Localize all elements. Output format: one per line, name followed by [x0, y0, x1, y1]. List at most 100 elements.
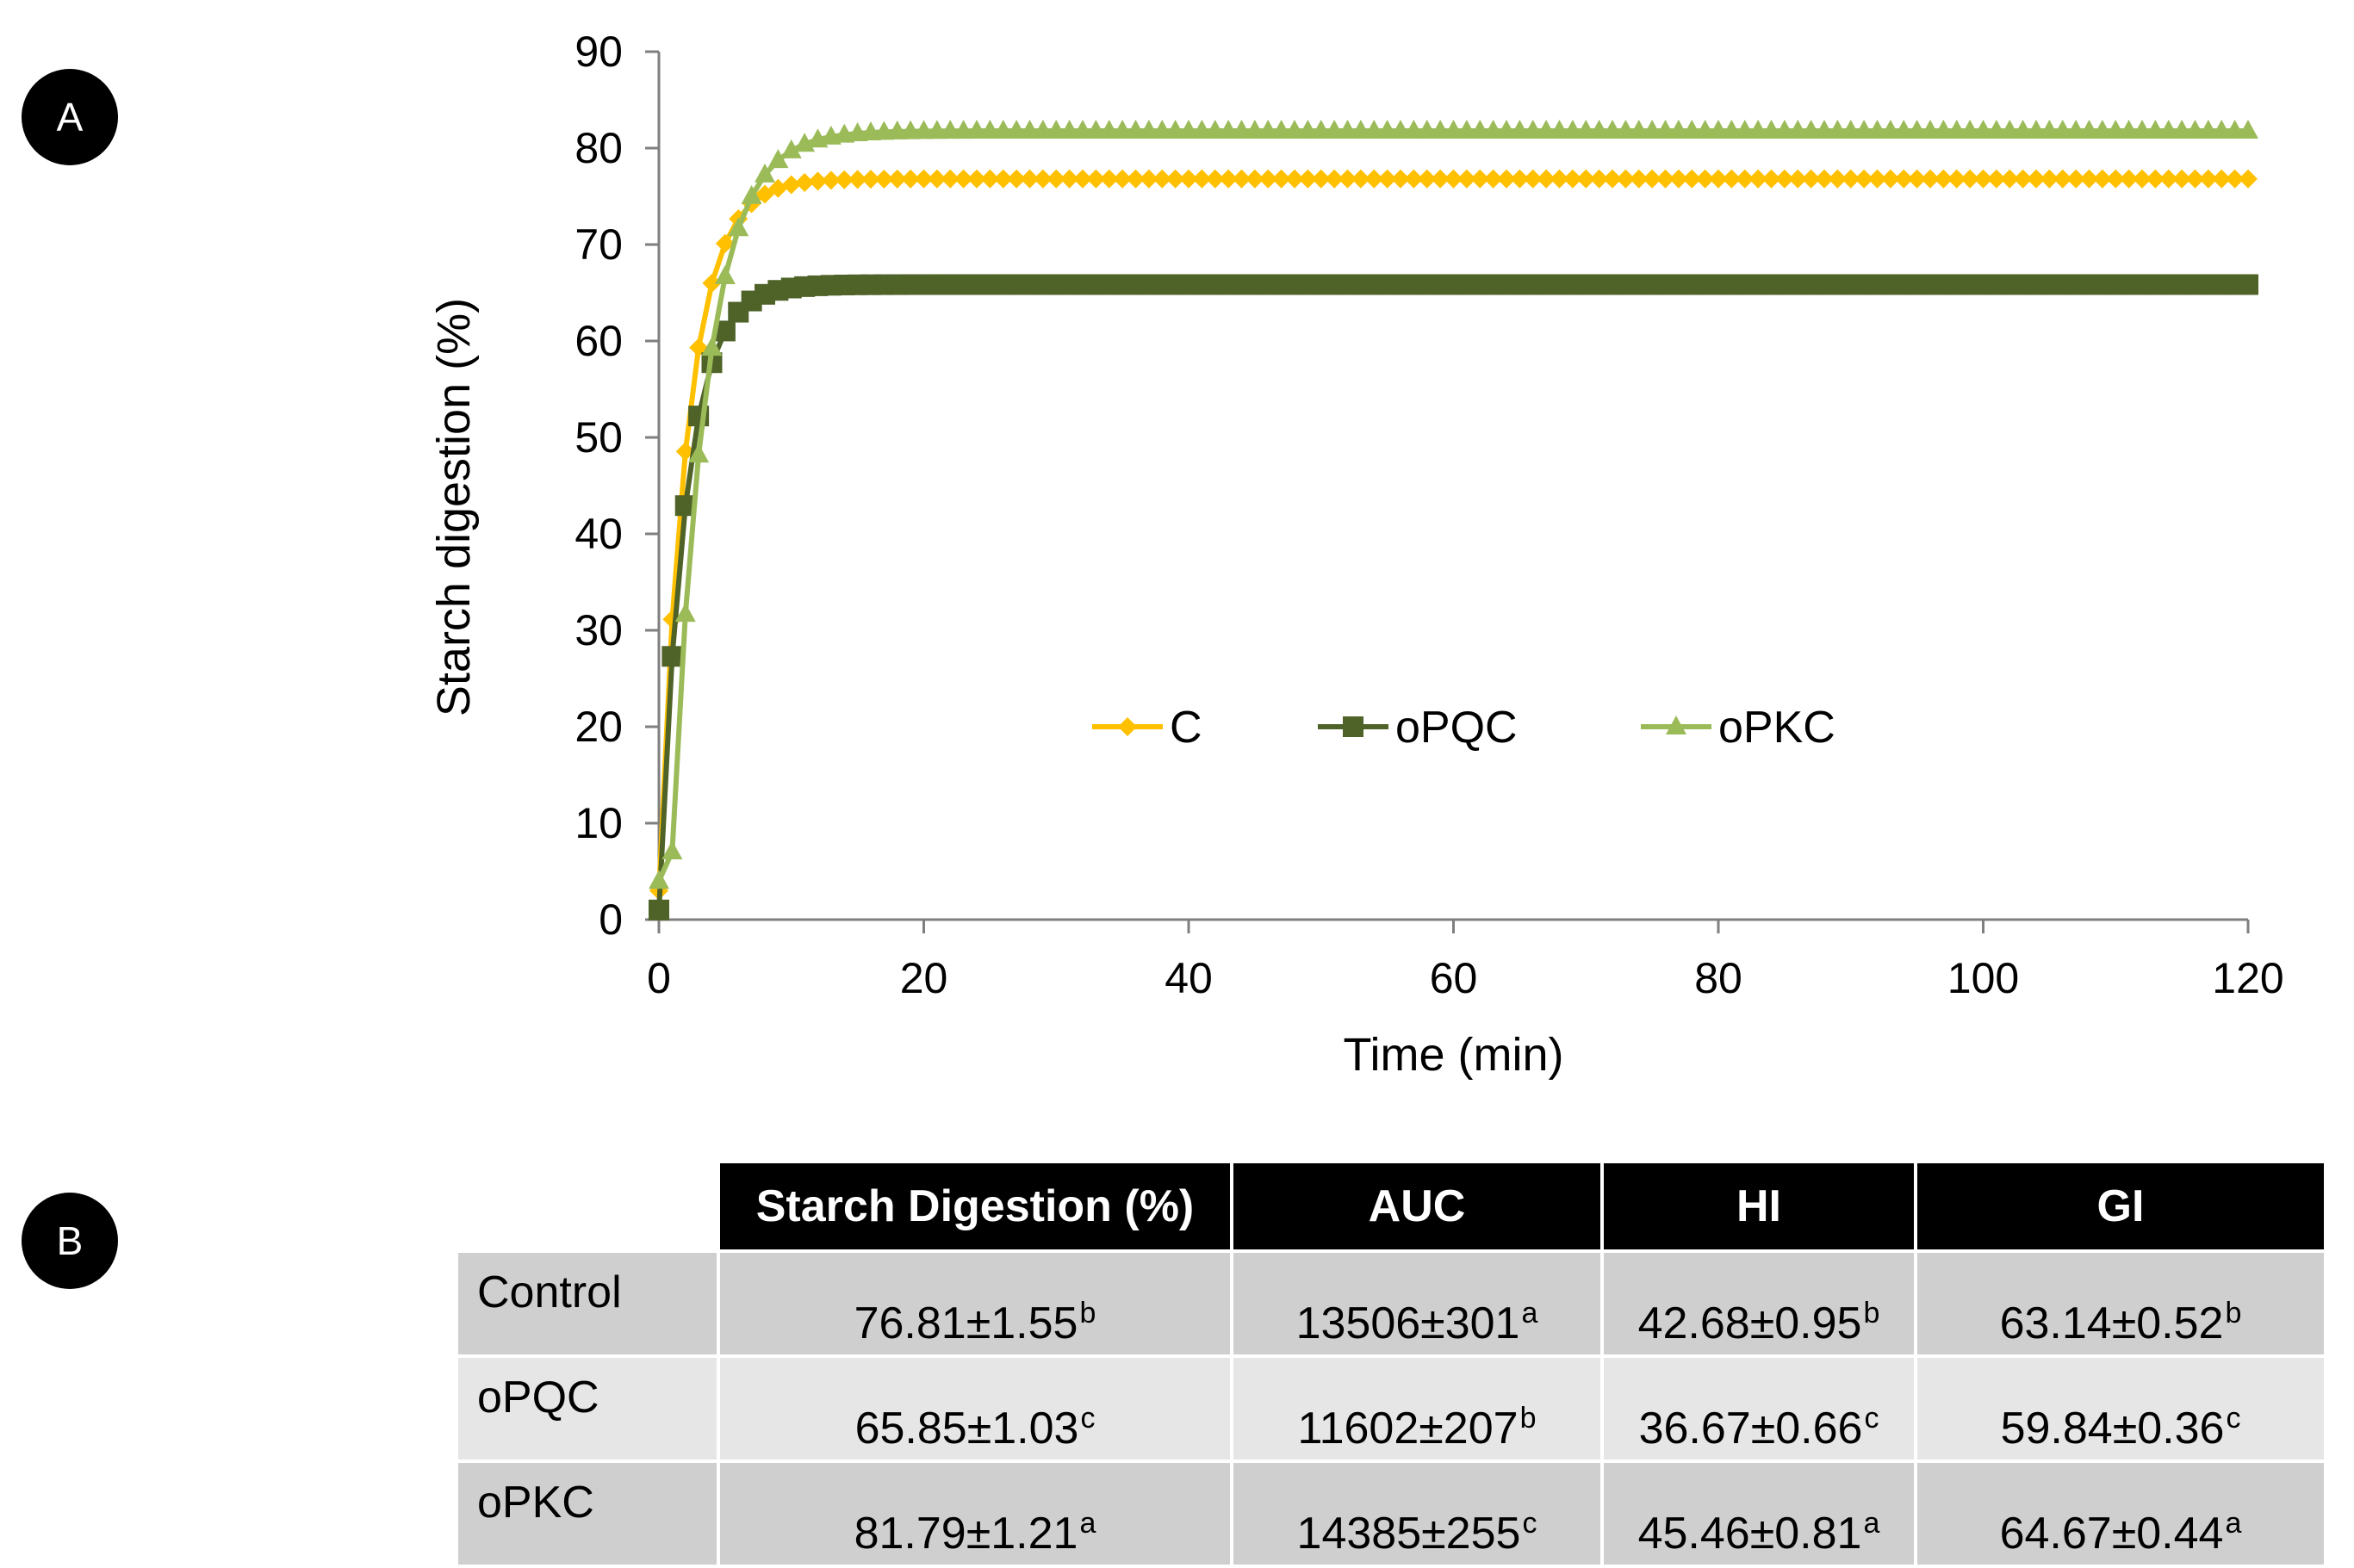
x-tick-label: 0 [647, 954, 671, 1002]
data-point [1284, 119, 1305, 139]
table-cell: 45.46±0.81a [1604, 1463, 1914, 1565]
data-point [914, 169, 934, 189]
y-tick-label: 70 [575, 220, 623, 269]
data-point [755, 163, 775, 183]
data-point [1722, 169, 1742, 189]
data-point [1748, 169, 1768, 189]
table-header-gi: GI [1917, 1163, 2324, 1249]
data-point [1456, 169, 1476, 189]
data-point [2133, 169, 2152, 189]
data-point [1867, 169, 1887, 189]
data-point [2145, 119, 2166, 139]
table-cell: 64.67±0.44a [1917, 1463, 2324, 1565]
data-point [1086, 169, 1106, 189]
data-point [913, 120, 935, 139]
data-point [953, 169, 973, 189]
table-header-starch-digestion: Starch Digestion (%) [720, 1163, 1230, 1249]
data-point [741, 184, 762, 204]
data-point [1748, 119, 1769, 139]
data-point [1681, 119, 1703, 139]
data-point [1098, 119, 1120, 139]
data-point [1920, 119, 1941, 139]
data-point [2118, 119, 2140, 139]
data-point [1960, 119, 1981, 139]
data-point [1642, 119, 1663, 139]
data-point [1721, 119, 1742, 139]
data-point [649, 899, 669, 920]
data-point [2105, 119, 2127, 139]
data-point [2106, 169, 2126, 189]
table-cell: 42.68±0.95b [1604, 1253, 1914, 1354]
data-point [873, 121, 895, 140]
data-point [1999, 119, 2021, 139]
data-point [1483, 169, 1503, 189]
legend-label: oPQC [1395, 703, 1518, 753]
data-point [1072, 119, 1093, 139]
data-point [2158, 169, 2178, 189]
data-point [1549, 119, 1570, 139]
data-point [1126, 169, 1146, 189]
data-point [1033, 169, 1053, 189]
table-header-blank [458, 1163, 717, 1249]
data-point [1550, 169, 1569, 189]
data-point [1165, 119, 1186, 139]
data-point [1629, 169, 1649, 189]
data-point [835, 170, 854, 189]
table-cell: 11602±207b [1233, 1358, 1600, 1460]
data-point [1469, 119, 1491, 139]
data-point [2211, 119, 2233, 139]
data-point [1364, 169, 1384, 189]
data-point [1761, 169, 1781, 189]
data-point [1020, 169, 1040, 189]
data-point [1019, 119, 1040, 139]
data-point [1682, 169, 1702, 189]
data-point [1628, 119, 1649, 139]
data-point [2146, 169, 2165, 189]
data-point [2172, 169, 2192, 189]
data-point [1165, 169, 1185, 189]
legend-marker [1118, 717, 1137, 736]
data-point [688, 443, 710, 463]
data-point [1828, 169, 1848, 189]
data-point [1270, 119, 1292, 139]
data-point [1800, 119, 1822, 139]
data-point [1894, 169, 1914, 189]
x-tick-label: 80 [1694, 954, 1742, 1002]
data-point [1325, 169, 1345, 189]
data-point [2053, 169, 2072, 189]
legend-entry-c: C [1092, 703, 1202, 753]
data-point [1470, 169, 1490, 189]
data-point [1986, 169, 2006, 189]
data-point [2132, 119, 2152, 139]
data-point [1575, 119, 1597, 139]
data-point [2013, 169, 2033, 189]
data-point [1006, 119, 1028, 139]
table-cell: 36.67±0.66c [1604, 1358, 1914, 1460]
data-point [979, 120, 1001, 139]
y-tick-label: 20 [575, 703, 623, 751]
table-row: Control 76.81±1.55b 13506±301a 42.68±0.9… [458, 1253, 2324, 1354]
legend-label: oPKC [1718, 703, 1835, 753]
y-tick-label: 60 [575, 317, 623, 365]
data-point [2238, 119, 2258, 139]
data-point [1363, 119, 1385, 139]
data-point [1377, 169, 1397, 189]
table-cell: 63.14±0.52b [1917, 1253, 2324, 1354]
data-point [1536, 119, 1557, 139]
data-point [1218, 119, 1239, 139]
data-point [2040, 169, 2059, 189]
data-point [1047, 169, 1066, 189]
y-tick-label: 10 [575, 799, 623, 847]
data-point [1509, 119, 1531, 139]
data-point [1430, 119, 1451, 139]
table-header-auc: AUC [1233, 1163, 1600, 1249]
data-point [728, 217, 749, 237]
data-point [1139, 169, 1158, 189]
data-point [2026, 119, 2047, 139]
data-point [1311, 169, 1331, 189]
data-point [1814, 119, 1835, 139]
data-point [1032, 119, 1053, 139]
data-point [808, 171, 828, 191]
data-point [661, 646, 683, 667]
data-point [2198, 169, 2218, 189]
